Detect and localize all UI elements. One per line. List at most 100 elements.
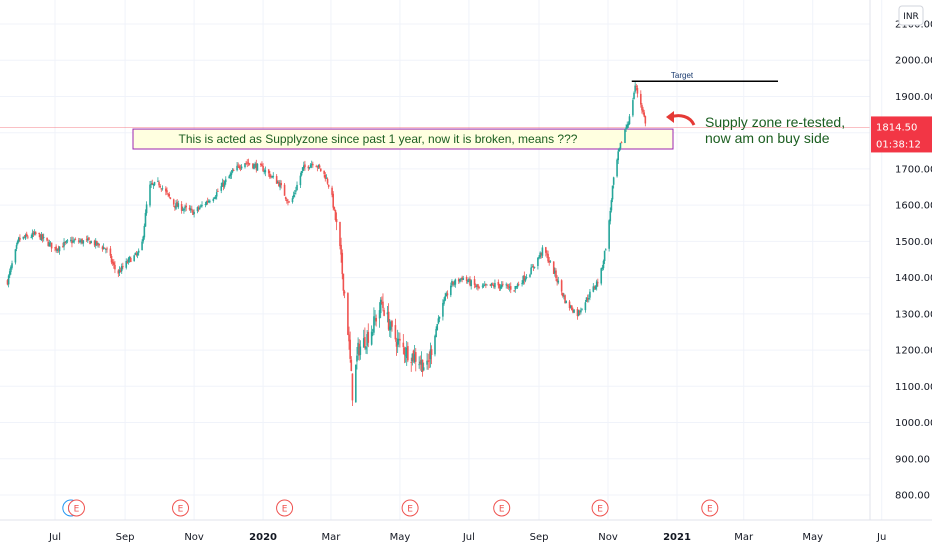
candle-body <box>632 100 634 116</box>
candle-body <box>343 291 346 294</box>
event-markers[interactable]: DEEEEEEE <box>62 499 719 517</box>
candle-body <box>82 240 85 244</box>
candle-body <box>429 349 432 360</box>
candle-body <box>279 183 281 188</box>
currency-badge[interactable]: INR <box>898 5 924 26</box>
x-tick-label: Jul <box>48 532 61 543</box>
candle-body <box>300 170 303 176</box>
price-badge: 1814.50 01:38:12 <box>871 116 932 153</box>
candle-body <box>201 204 203 206</box>
candle-body <box>74 239 77 241</box>
candle-body <box>70 239 72 241</box>
x-tick-label: May <box>390 532 411 543</box>
supply-zone-box[interactable] <box>132 128 674 150</box>
candle-body <box>193 211 195 215</box>
candle-body <box>394 325 397 340</box>
candle-body <box>592 286 595 292</box>
candle-body <box>312 163 314 166</box>
candle-body <box>269 173 271 178</box>
candle-body <box>459 279 461 282</box>
candle-body <box>96 240 98 246</box>
candle-body <box>483 284 486 286</box>
supply-zone[interactable]: This is acted as Supplyzone since past 1… <box>132 128 674 150</box>
candle-body <box>174 205 176 208</box>
candle-body <box>113 262 115 265</box>
candle-body <box>499 286 502 289</box>
candle-body <box>505 284 508 286</box>
candle-body <box>426 360 428 365</box>
candle-body <box>628 116 631 125</box>
candle-body <box>375 317 377 322</box>
candle-body <box>49 242 52 244</box>
candle-body <box>351 373 354 401</box>
candle-body <box>365 346 367 350</box>
candle-body <box>295 190 297 192</box>
candle-body <box>284 196 287 199</box>
candle-body <box>434 335 436 355</box>
earnings-marker[interactable] <box>401 499 419 517</box>
earnings-marker[interactable] <box>172 499 190 517</box>
candle-body <box>454 279 457 285</box>
candle-body <box>125 261 128 268</box>
candle-body <box>272 176 275 177</box>
candle-body <box>366 334 368 346</box>
candle-body <box>188 207 191 210</box>
candle-body <box>120 266 123 272</box>
candle-body <box>340 244 342 255</box>
candle-body <box>196 207 199 212</box>
earnings-marker[interactable] <box>493 499 511 517</box>
candle-body <box>149 184 151 206</box>
earnings-marker[interactable] <box>67 499 85 517</box>
candle-body <box>310 163 313 165</box>
candle-body <box>478 287 480 288</box>
currency-label: INR <box>903 12 919 22</box>
candle-body <box>489 284 492 286</box>
candle-body <box>517 284 520 286</box>
candle-body <box>407 346 409 361</box>
candle-body <box>240 166 243 169</box>
candle-body <box>303 165 305 169</box>
earnings-marker-label: E <box>282 505 288 515</box>
candle-body <box>275 176 278 184</box>
price-badge-countdown: 01:38:12 <box>876 139 921 150</box>
earnings-marker[interactable] <box>701 499 719 517</box>
candle-body <box>22 236 25 239</box>
candle-body <box>77 240 80 242</box>
candle-body <box>402 342 405 348</box>
candle-body <box>412 350 415 361</box>
earnings-marker[interactable] <box>591 499 609 517</box>
candle-body <box>597 282 599 284</box>
candle-body <box>333 207 336 210</box>
candle-body <box>133 255 135 261</box>
candle-body <box>586 298 589 300</box>
candle-body <box>94 240 97 246</box>
candle-body <box>253 164 255 169</box>
candle-body <box>204 204 207 205</box>
candle-body <box>159 185 161 188</box>
candle-body <box>331 187 333 195</box>
candle-body <box>81 239 83 244</box>
candle-body <box>335 219 338 223</box>
candle-body <box>555 270 557 278</box>
candle-body <box>191 208 193 210</box>
candle-body <box>561 292 564 297</box>
target-label: Target <box>671 71 694 80</box>
candle-body <box>256 163 259 171</box>
candle-body <box>521 283 523 285</box>
candle-body <box>334 210 337 220</box>
price-axis[interactable]: 800.00 900.00 1000.00 1100.00 1200.00 1300.00… <box>869 0 932 520</box>
candle-body <box>90 241 92 243</box>
candle-body <box>167 193 169 195</box>
candle-body <box>387 311 390 330</box>
earnings-marker-label: E <box>499 505 505 515</box>
y-tick-label: 1200.00 <box>895 346 932 357</box>
candle-body <box>135 254 138 256</box>
candle-body <box>254 164 256 166</box>
time-axis[interactable]: Jul Sep Nov 2020 Mar May Jul Sep Nov 2021 Mar May Ju <box>0 519 932 543</box>
candle-body <box>129 257 132 263</box>
candle-body <box>192 210 194 215</box>
candle-body <box>473 279 476 285</box>
target-line-group[interactable]: Target <box>631 71 778 82</box>
earnings-marker[interactable] <box>276 499 294 517</box>
